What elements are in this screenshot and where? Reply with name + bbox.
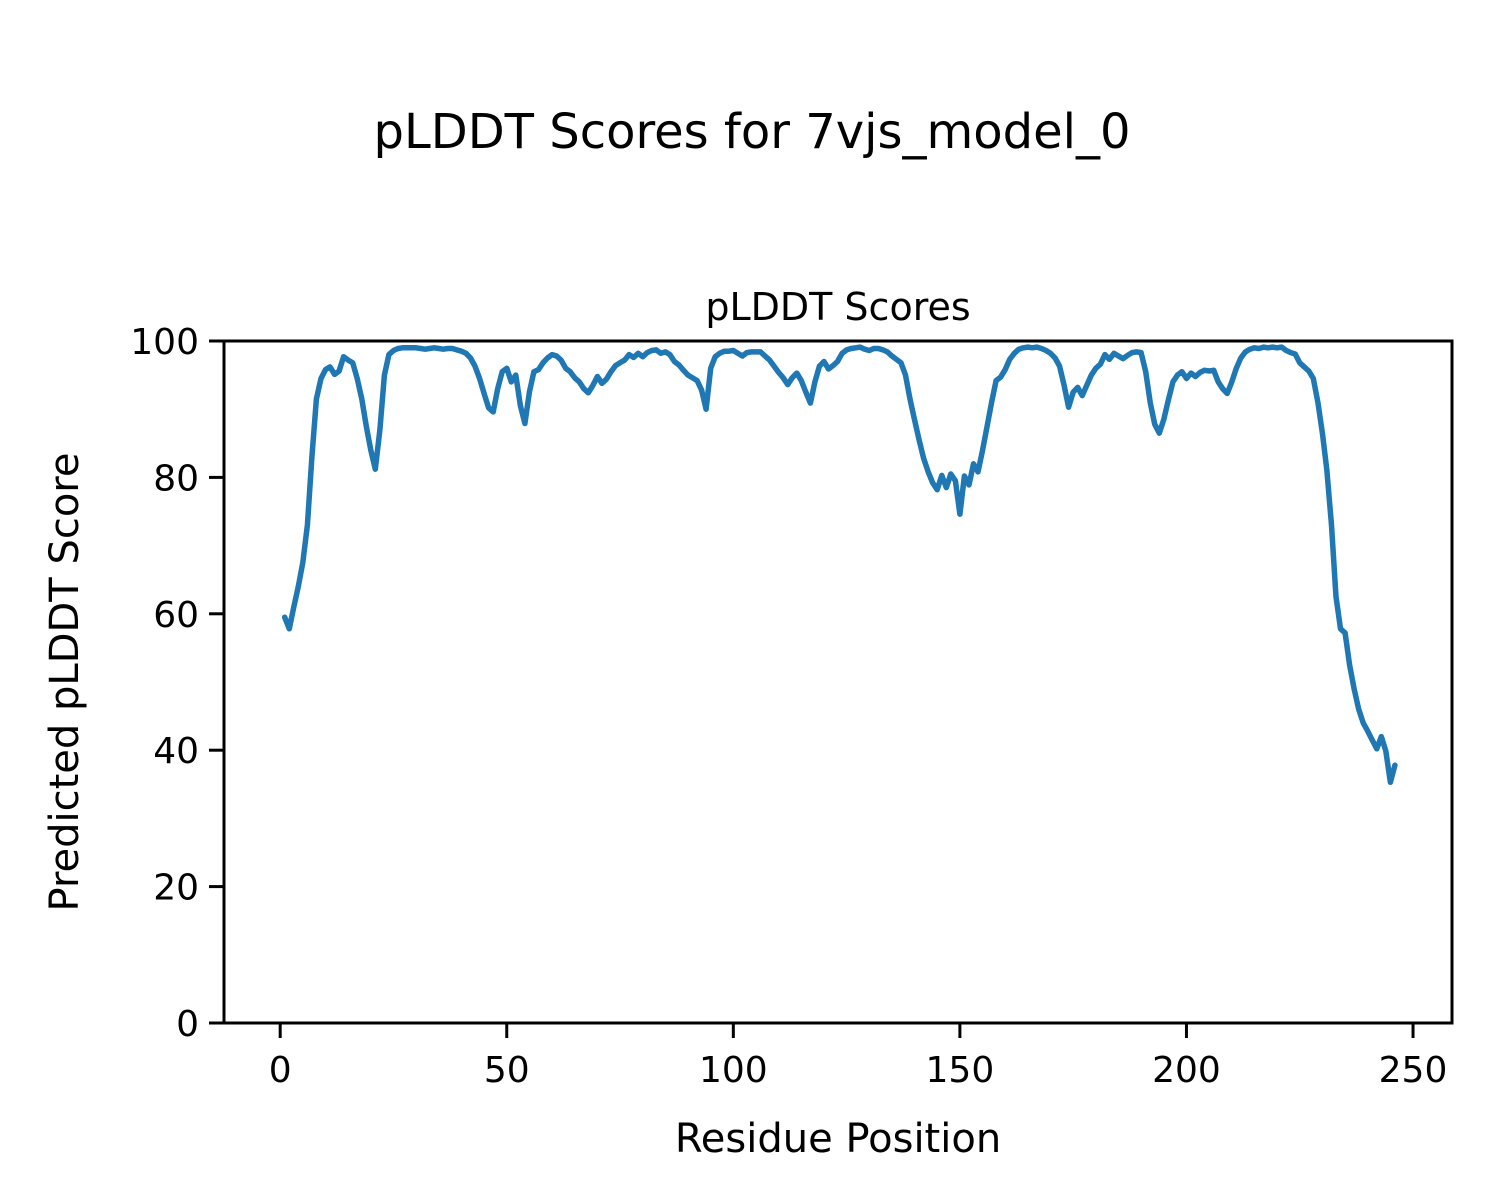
x-tick-label: 150 [926,1050,995,1091]
plddt-score-line [281,344,1398,786]
y-tick-label: 60 [153,595,199,636]
x-tick-label: 100 [699,1050,768,1091]
x-tick-label: 50 [484,1050,530,1091]
figure-title: pLDDT Scores for 7vjs_model_0 [374,104,1131,160]
y-tick-label: 80 [153,458,199,499]
axes-title: pLDDT Scores [705,285,970,329]
plot-area-border [222,339,1454,1025]
x-tick-label: 0 [269,1050,292,1091]
x-axis-label: Residue Position [675,1116,1001,1162]
axis-ticks [209,339,1415,1038]
axis-tick-labels: 0 50 100 150 200 250 0 20 40 60 80 100 [130,322,1447,1091]
y-tick-label: 0 [176,1004,199,1045]
x-tick-label: 200 [1152,1050,1221,1091]
x-tick-label: 250 [1379,1050,1448,1091]
y-tick-label: 40 [153,731,199,772]
y-tick-label: 100 [130,322,199,363]
y-axis-label: Predicted pLDDT Score [42,453,88,912]
y-tick-label: 20 [153,868,199,909]
